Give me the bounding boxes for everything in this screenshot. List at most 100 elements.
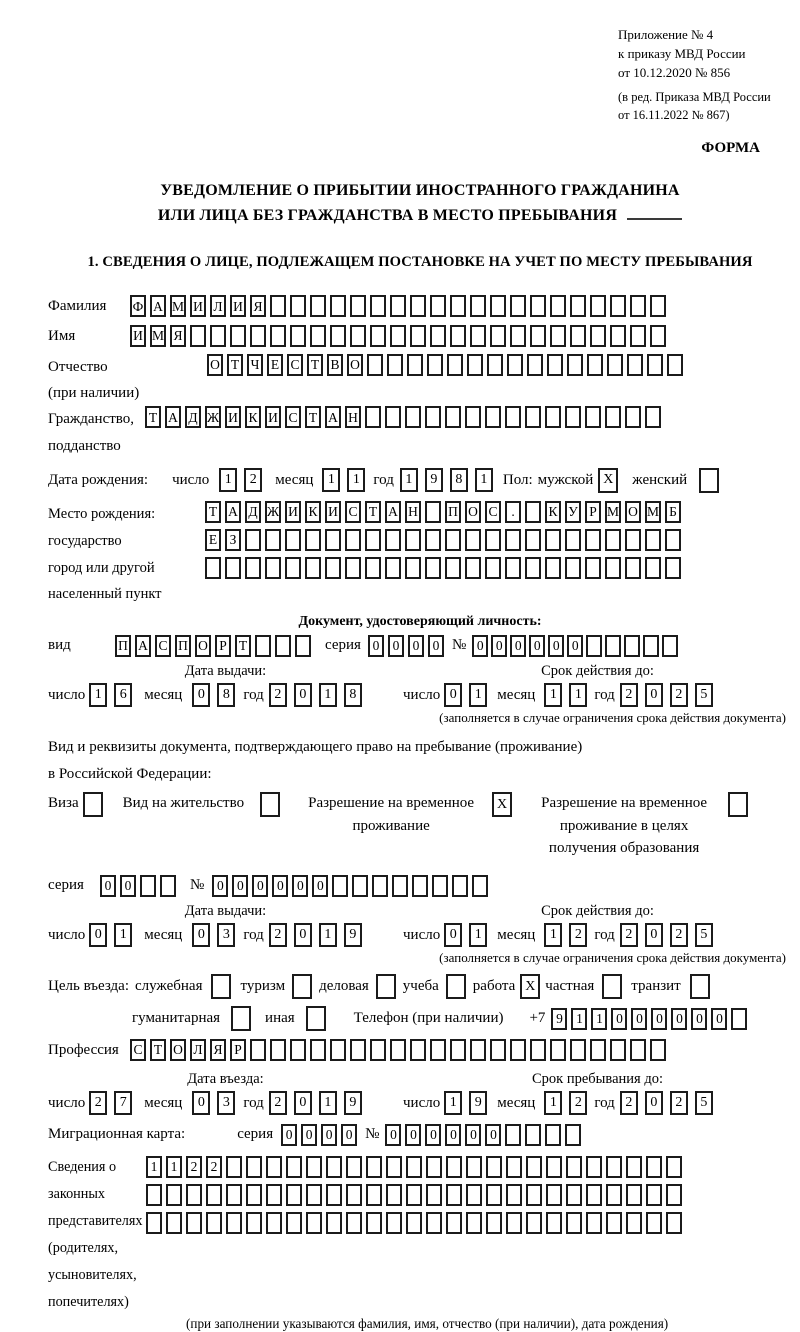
char-cell[interactable]: [286, 1155, 302, 1178]
char-cell[interactable]: [290, 324, 306, 347]
char-cell[interactable]: 0: [192, 923, 211, 948]
char-cell[interactable]: [470, 1039, 486, 1062]
char-cell[interactable]: 2: [244, 468, 263, 493]
char-cell[interactable]: [610, 295, 626, 318]
char-cell[interactable]: 2: [89, 1091, 108, 1116]
residence-option-visa-checkbox[interactable]: [82, 792, 103, 818]
char-cell[interactable]: 0: [644, 683, 663, 708]
char-cell[interactable]: [662, 634, 679, 657]
char-cell[interactable]: [530, 1039, 546, 1062]
char-cell[interactable]: 0: [444, 683, 463, 708]
char-cell[interactable]: 0: [510, 634, 527, 657]
char-cell[interactable]: [505, 1124, 522, 1146]
char-cell[interactable]: [586, 1155, 602, 1178]
char-cell[interactable]: [446, 1155, 462, 1178]
char-cell[interactable]: [406, 1155, 422, 1178]
char-cell[interactable]: [666, 1211, 682, 1234]
char-cell[interactable]: [295, 634, 311, 657]
char-cell[interactable]: [445, 406, 461, 429]
char-cell[interactable]: [407, 353, 423, 376]
char-cell[interactable]: [246, 1155, 262, 1178]
char-cell[interactable]: А: [165, 406, 181, 429]
char-cell[interactable]: [410, 1039, 426, 1062]
char-cell[interactable]: Т: [235, 634, 251, 657]
char-cell[interactable]: [590, 324, 606, 347]
char-cell[interactable]: [306, 1155, 322, 1178]
char-cell[interactable]: 8: [343, 683, 362, 708]
char-cell[interactable]: 9: [343, 923, 362, 948]
char-cell[interactable]: И: [265, 406, 281, 429]
char-cell[interactable]: [270, 295, 286, 318]
char-cell[interactable]: [566, 1155, 582, 1178]
char-cell[interactable]: [210, 324, 226, 347]
char-cell[interactable]: [565, 528, 581, 551]
char-cell[interactable]: [405, 406, 421, 429]
char-cell[interactable]: 3: [217, 1091, 236, 1116]
char-cell[interactable]: 9: [469, 1091, 488, 1116]
char-cell[interactable]: [350, 324, 366, 347]
char-cell[interactable]: [305, 528, 321, 551]
char-cell[interactable]: [205, 556, 221, 579]
char-cell[interactable]: [140, 874, 156, 897]
char-cell[interactable]: [567, 353, 583, 376]
char-cell[interactable]: .: [505, 500, 521, 523]
char-cell[interactable]: [550, 1039, 566, 1062]
char-cell[interactable]: [352, 874, 369, 897]
purpose-other-checkbox[interactable]: [305, 1006, 326, 1032]
char-cell[interactable]: М: [170, 295, 186, 318]
char-cell[interactable]: [385, 406, 401, 429]
char-cell[interactable]: [606, 1211, 622, 1234]
char-cell[interactable]: [467, 353, 483, 376]
char-cell[interactable]: А: [385, 500, 401, 523]
char-cell[interactable]: [190, 324, 206, 347]
char-cell[interactable]: [366, 1155, 382, 1178]
char-cell[interactable]: [366, 1211, 382, 1234]
residence-option-permit-checkbox[interactable]: [260, 792, 281, 818]
char-cell[interactable]: [490, 1039, 506, 1062]
char-cell[interactable]: П: [115, 634, 131, 657]
char-cell[interactable]: Р: [230, 1039, 246, 1062]
char-cell[interactable]: О: [347, 353, 363, 376]
purpose-humanitarian-checkbox[interactable]: [231, 1006, 252, 1032]
char-cell[interactable]: 0: [321, 1124, 338, 1146]
char-cell[interactable]: [646, 1183, 662, 1206]
char-cell[interactable]: [390, 324, 406, 347]
char-cell[interactable]: [266, 1211, 282, 1234]
char-cell[interactable]: Б: [665, 500, 681, 523]
sex-male-checkbox[interactable]: X: [598, 467, 619, 493]
char-cell[interactable]: 2: [619, 923, 638, 948]
char-cell[interactable]: [367, 353, 383, 376]
char-cell[interactable]: 1: [318, 923, 337, 948]
char-cell[interactable]: [665, 528, 681, 551]
char-cell[interactable]: [146, 1183, 162, 1206]
char-cell[interactable]: [645, 556, 661, 579]
char-cell[interactable]: 8: [449, 468, 468, 493]
char-cell[interactable]: 1: [474, 468, 493, 493]
char-cell[interactable]: У: [565, 500, 581, 523]
char-cell[interactable]: [630, 324, 646, 347]
char-cell[interactable]: [430, 324, 446, 347]
char-cell[interactable]: 1: [544, 683, 563, 708]
char-cell[interactable]: [270, 324, 286, 347]
char-cell[interactable]: 0: [89, 923, 108, 948]
char-cell[interactable]: [425, 500, 441, 523]
char-cell[interactable]: [390, 1039, 406, 1062]
char-cell[interactable]: [186, 1183, 202, 1206]
char-cell[interactable]: [370, 1039, 386, 1062]
char-cell[interactable]: [525, 500, 541, 523]
char-cell[interactable]: [510, 1039, 526, 1062]
char-cell[interactable]: 0: [387, 634, 404, 657]
char-cell[interactable]: [625, 528, 641, 551]
char-cell[interactable]: [565, 406, 581, 429]
char-cell[interactable]: [646, 1155, 662, 1178]
char-cell[interactable]: О: [625, 500, 641, 523]
char-cell[interactable]: 1: [591, 1007, 608, 1030]
char-cell[interactable]: С: [155, 634, 171, 657]
char-cell[interactable]: 0: [529, 634, 546, 657]
char-cell[interactable]: [606, 1183, 622, 1206]
char-cell[interactable]: [585, 528, 601, 551]
char-cell[interactable]: [310, 324, 326, 347]
char-cell[interactable]: 9: [424, 468, 443, 493]
char-cell[interactable]: [665, 556, 681, 579]
char-cell[interactable]: 0: [427, 634, 444, 657]
